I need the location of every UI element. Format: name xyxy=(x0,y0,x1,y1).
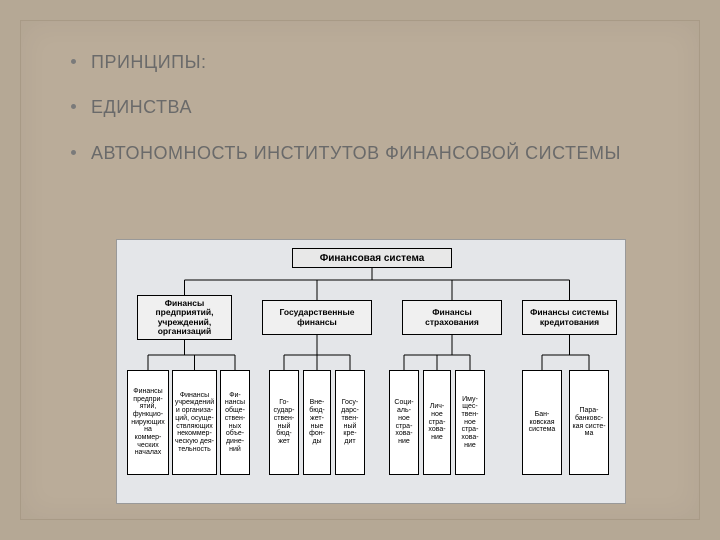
bullet-item: АВТОНОМНОСТЬ ИНСТИТУТОВ ФИНАНСОВОЙ СИСТЕ… xyxy=(71,142,651,165)
tree-branch-node: Финансы системы кредитования xyxy=(522,300,617,335)
tree-leaf-node: Финансы предпри-ятий, функцио-нирующих н… xyxy=(127,370,169,475)
tree-leaf-node: Пара-банковс-кая систе-ма xyxy=(569,370,609,475)
tree-leaf-node: Иму-щес-твен-ное стра-хова-ние xyxy=(455,370,485,475)
tree-branch-node: Финансы предприятий, учреждений, организ… xyxy=(137,295,232,340)
tree-leaf-node: Фи-нансы обще-ствен-ных объе-дине-ний xyxy=(220,370,250,475)
tree-leaf-node: Госу-дарс-твен-ный кре-дит xyxy=(335,370,365,475)
bullet-item: ПРИНЦИПЫ: xyxy=(71,51,651,74)
tree-root-node: Финансовая система xyxy=(292,248,452,268)
tree-leaf-node: Го-судар-ствен-ный бюд-жет xyxy=(269,370,299,475)
tree-branch-node: Государственные финансы xyxy=(262,300,372,335)
tree-leaf-node: Бан-ковская система xyxy=(522,370,562,475)
tree-leaf-node: Лич-ное стра-хова-ние xyxy=(423,370,451,475)
financial-system-diagram: Финансовая система Финансы предприятий, у… xyxy=(116,239,626,504)
tree-leaf-node: Вне-бюд-жет-ные фон-ды xyxy=(303,370,331,475)
tree-branch-node: Финансы страхования xyxy=(402,300,502,335)
bullet-list: ПРИНЦИПЫ: ЕДИНСТВА АВТОНОМНОСТЬ ИНСТИТУТ… xyxy=(71,51,651,187)
bullet-item: ЕДИНСТВА xyxy=(71,96,651,119)
tree-leaf-node: Финансы учреждений и организа-ций, осуще… xyxy=(172,370,217,475)
tree-leaf-node: Соци-аль-ное стра-хова-ние xyxy=(389,370,419,475)
slide-canvas: ПРИНЦИПЫ: ЕДИНСТВА АВТОНОМНОСТЬ ИНСТИТУТ… xyxy=(20,20,700,520)
